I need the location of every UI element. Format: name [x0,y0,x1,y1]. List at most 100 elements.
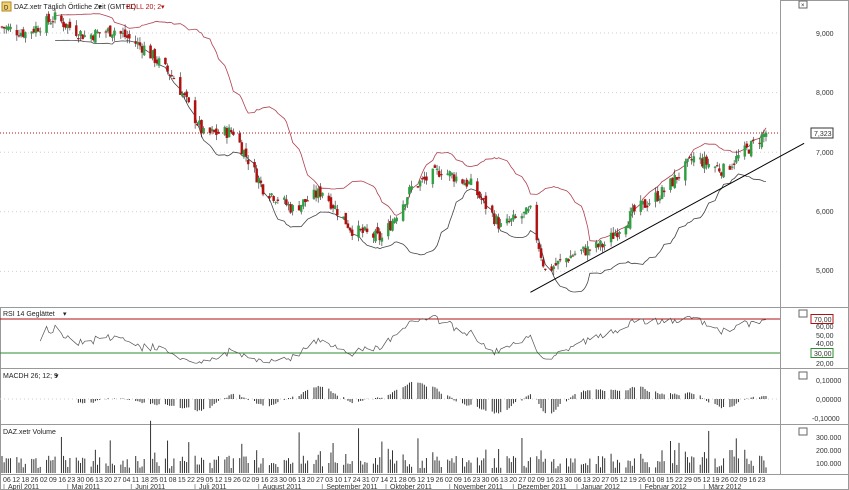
candle-body [556,260,560,265]
candle-body [573,253,577,255]
candle-body [484,195,488,209]
candle-body [81,34,84,40]
candle-body [274,201,278,203]
y-tick-label: 5,000 [816,268,834,275]
candle-body [363,227,367,231]
candle-body [361,227,365,233]
x-tick-label: 05 [408,477,416,484]
candle-body [142,45,146,56]
candle-body [0,26,4,28]
x-tick-label: 20 [307,477,315,484]
candle-body [304,198,307,203]
x-tick-label: 20 [104,477,112,484]
volume-panel-title[interactable]: DAZ.xetr Volume [3,429,56,436]
x-tick-label: 19 [629,477,637,484]
x-tick-label: 06 [574,477,582,484]
y-tick-label: 8,000 [816,90,834,97]
candle-body [183,93,186,96]
candle-body [601,244,604,248]
candle-body [480,198,483,200]
candle-body [626,225,630,229]
panel-close-icon[interactable] [798,371,808,380]
x-tick-label: 16 [58,477,66,484]
candle-body [628,211,632,229]
candle-body [539,248,543,258]
rsi-upper-marker [810,314,834,324]
panel-close-icon[interactable] [798,309,808,318]
candle-body [128,34,131,39]
candle-body [631,207,634,213]
candle-body [149,45,152,59]
x-tick-label: 12 [215,477,223,484]
chart-title-dropdown-icon[interactable]: ▾ [98,4,102,11]
candle-body [454,176,458,182]
candle-body [2,26,6,29]
symbol-icon[interactable] [1,1,12,12]
candle-body [9,26,12,30]
last-price-marker [810,127,834,139]
candle-body [639,200,643,212]
x-tick-label: 05 [206,477,214,484]
candle-body [450,173,454,175]
candle-body [535,204,539,241]
candle-body [658,198,662,201]
candle-body [62,21,65,28]
y-tick-label: 7,000 [816,150,834,157]
candle-body [208,127,212,134]
rsi-panel-title[interactable]: RSI 14 Geglättet [3,311,55,318]
panel-close-icon[interactable] [798,427,808,436]
indicator-dropdown-icon[interactable]: ▾ [161,4,165,11]
macd-dropdown-icon[interactable]: ▾ [55,373,59,380]
candle-body [482,198,485,200]
x-tick-label: 22 [675,477,683,484]
candle-body [123,29,127,38]
candle-body [140,46,144,53]
candle-body [185,91,188,98]
x-tick-label: 09 [49,477,57,484]
month-label: Oktober 2011 [390,484,432,490]
x-tick-label: 30 [279,477,287,484]
candle-body [94,29,97,43]
x-tick-label: 18 [141,477,149,484]
candle-body [707,163,710,168]
candle-body [49,23,53,25]
bollinger-lower-band [55,39,767,293]
candle-body [692,156,696,163]
candle-body [448,171,452,177]
chart-title[interactable]: DAZ.xetr Täglich Örtliche Zeit (GMT+1) [14,3,136,11]
candle-body [244,148,248,157]
candle-body [34,26,38,34]
bollinger-indicator-label[interactable]: BOLL 20; 2 [126,4,161,11]
price-panel [0,0,780,307]
candle-body [673,174,676,189]
candle-body [225,128,229,139]
candle-body [36,28,40,32]
candle-body [170,75,174,77]
candle-body [172,77,176,80]
candle-body [96,31,99,34]
candle-body [276,199,280,201]
rsi-dropdown-icon[interactable]: ▾ [63,311,67,318]
candle-body [53,12,57,20]
panel-close-icon[interactable] [798,0,808,9]
x-tick-label: 07 [371,477,379,484]
candle-body [660,187,664,199]
candle-body [425,176,428,181]
macd-histogram [0,381,780,414]
candle-body [641,201,645,205]
trend-line[interactable] [530,142,805,293]
candle-body [624,226,628,235]
x-tick-label: 06 [86,477,94,484]
x-tick-label: 02 [730,477,738,484]
candle-body [732,163,736,165]
macd-panel-title[interactable]: MACDH 26; 12; 9 [3,373,58,380]
candle-body [558,259,562,261]
candle-body [242,149,246,158]
y-tick-label: 6,000 [816,209,834,216]
x-tick-label: 05 [611,477,619,484]
x-tick-label: 27 [316,477,324,484]
candle-body [342,216,345,219]
candle-body [79,31,82,36]
candle-body [374,230,377,242]
candle-body [478,191,481,198]
